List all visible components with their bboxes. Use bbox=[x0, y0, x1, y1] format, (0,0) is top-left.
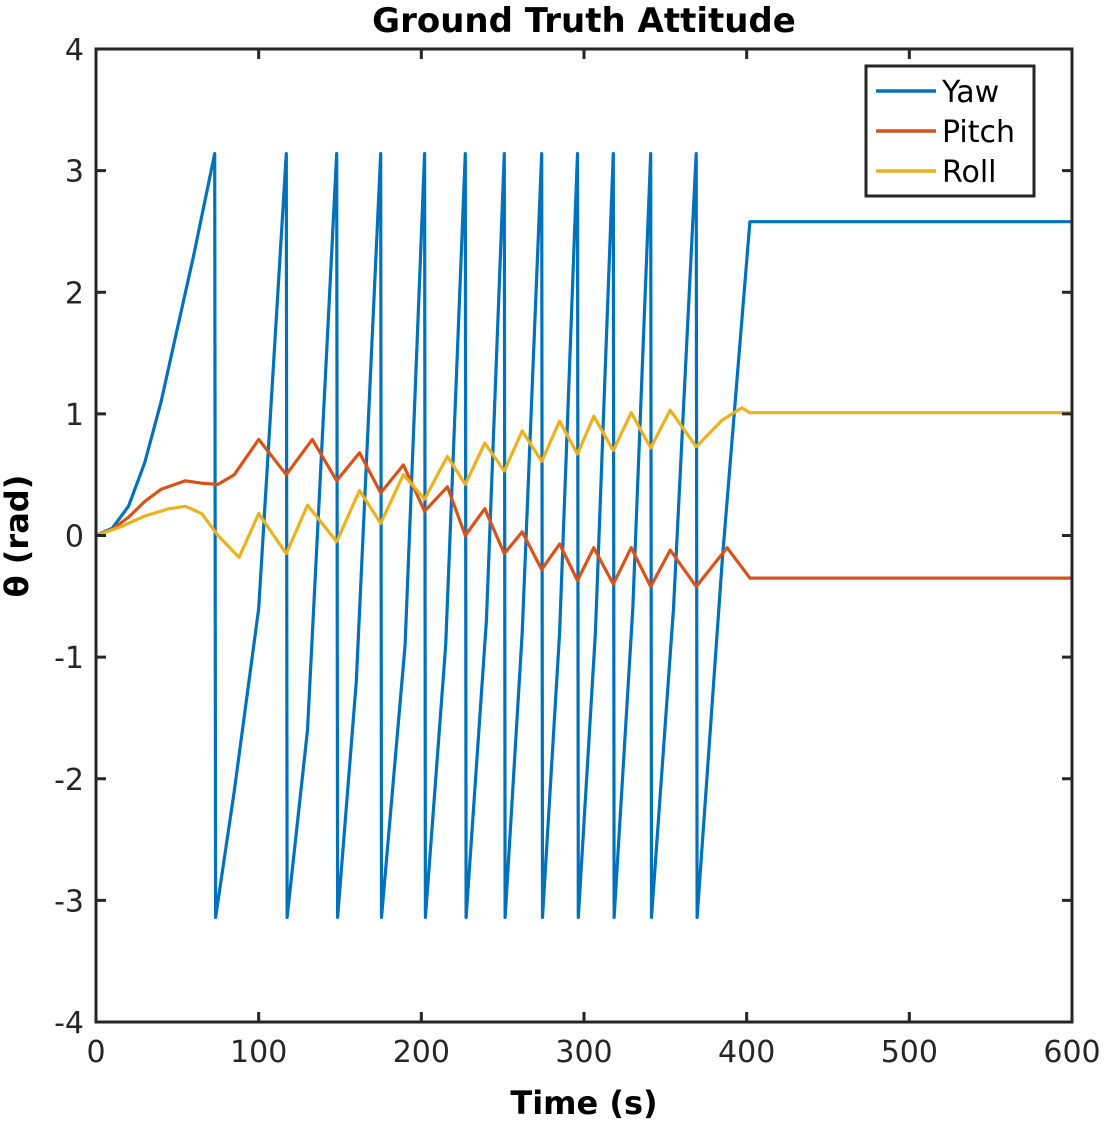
x-tick-label: 500 bbox=[881, 1035, 938, 1070]
y-tick-label: 1 bbox=[65, 398, 84, 433]
series-line-yaw bbox=[94, 152, 1074, 920]
legend: Yaw Pitch Roll bbox=[864, 64, 1036, 198]
legend-label-pitch: Pitch bbox=[942, 115, 1015, 150]
legend-label-yaw: Yaw bbox=[941, 75, 999, 110]
y-tick-label: 2 bbox=[65, 276, 84, 311]
y-tick-label: -4 bbox=[54, 1006, 84, 1041]
x-tick-label: 200 bbox=[393, 1035, 450, 1070]
y-tick-label: 3 bbox=[65, 155, 84, 190]
plot-area bbox=[94, 152, 1074, 920]
series-line-roll bbox=[94, 406, 1074, 560]
y-tick-label: 4 bbox=[65, 33, 84, 68]
x-tick-label: 600 bbox=[1043, 1035, 1100, 1070]
x-tick-label: 0 bbox=[86, 1035, 105, 1070]
y-tick-label: -3 bbox=[54, 884, 84, 919]
x-tick-label: 100 bbox=[230, 1035, 287, 1070]
x-axis-title: Time (s) bbox=[510, 1084, 657, 1122]
y-tick-label: 0 bbox=[65, 520, 84, 555]
y-tick-label: -2 bbox=[54, 763, 84, 798]
x-tick-label: 400 bbox=[718, 1035, 775, 1070]
legend-label-roll: Roll bbox=[942, 155, 997, 190]
y-axis-title: θ (rad) bbox=[0, 475, 36, 598]
series-line-pitch bbox=[94, 437, 1074, 589]
y-tick-label: -1 bbox=[54, 641, 84, 676]
axes: 0 100 200 300 400 500 600 -4 -3 -2 -1 0 1 2 3 4 bbox=[54, 33, 1101, 1070]
x-tick-label: 300 bbox=[555, 1035, 612, 1070]
chart-title: Ground Truth Attitude bbox=[372, 1, 796, 41]
